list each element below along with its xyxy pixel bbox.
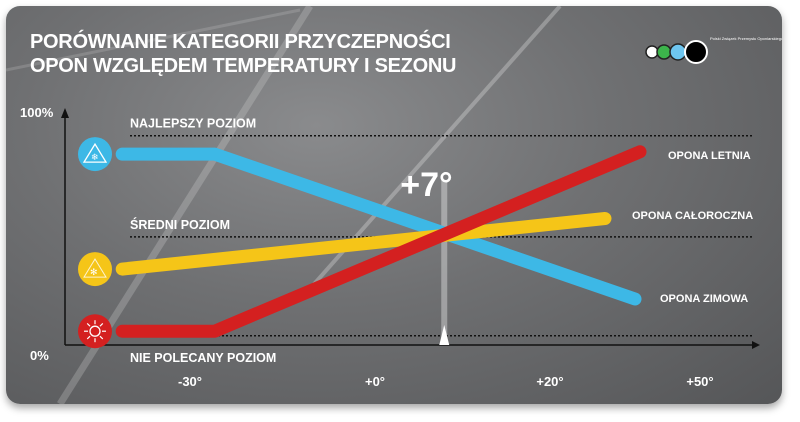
snowflake-mountain-icon: ❄ (78, 137, 112, 172)
chart-title-line1: PORÓWNANIE KATEGORII PRZYCZEPNOŚCI (30, 29, 451, 53)
logo-circle (645, 45, 659, 59)
sun-ray (99, 322, 104, 327)
mountain-shape (83, 258, 107, 278)
x-axis-arrow (752, 341, 760, 349)
x-tick-label: +0° (365, 374, 385, 389)
x-tick-label: +50° (686, 374, 713, 389)
annotation-line (441, 180, 448, 345)
y-axis-arrow (61, 108, 69, 118)
annotation-pointer (439, 325, 450, 345)
x-tick-label: +20° (536, 374, 563, 389)
level-label: NIE POLECANY POZIOM (130, 351, 276, 365)
sun-snow-glyph: ✻ (90, 267, 98, 277)
series-line-0 (115, 147, 642, 306)
series-label-0: OPONA ZIMOWA (660, 293, 748, 305)
sun-ray (86, 335, 91, 340)
mountain-shape (82, 142, 108, 163)
y-tick-100: 100% (20, 105, 54, 120)
sun-icon-bg (78, 314, 112, 349)
chart: PORÓWNANIE KATEGORII PRZYCZEPNOŚCI OPON … (6, 6, 782, 404)
level-label: NAJLEPSZY POZIOM (130, 117, 256, 131)
series-label-2: OPONA LETNIA (668, 150, 751, 162)
sun-ray (86, 322, 91, 327)
y-tick-0: 0% (30, 348, 49, 363)
infographic-card: PORÓWNANIE KATEGORII PRZYCZEPNOŚCI OPON … (6, 6, 782, 404)
x-tick-label: -30° (178, 374, 202, 389)
chart-title-line2: OPON WZGLĘDEM TEMPERATURY I SEZONU (30, 55, 456, 77)
logo-circle (669, 43, 687, 61)
axes: 100% 0% (20, 105, 760, 363)
series-line-2 (115, 145, 647, 338)
series-line-1 (115, 212, 612, 276)
logo-circle (656, 44, 672, 60)
level-label: ŚREDNI POZIOM (130, 217, 230, 232)
series-label-1: OPONA CAŁOROCZNA (632, 210, 753, 222)
sun-core (89, 325, 101, 337)
snowflake-glyph: ❄ (91, 152, 99, 162)
annotation-label: +7° (400, 166, 452, 204)
logo-text: Polski Związek Przemysłu Oponiarskiego (710, 36, 782, 41)
sun-icon (78, 314, 112, 349)
pzpo-logo: Polski Związek Przemysłu Oponiarskiego (645, 36, 782, 64)
logo-circle (684, 40, 708, 64)
sun-snow-icon: ✻ (78, 252, 112, 287)
sun-ray (99, 335, 104, 340)
